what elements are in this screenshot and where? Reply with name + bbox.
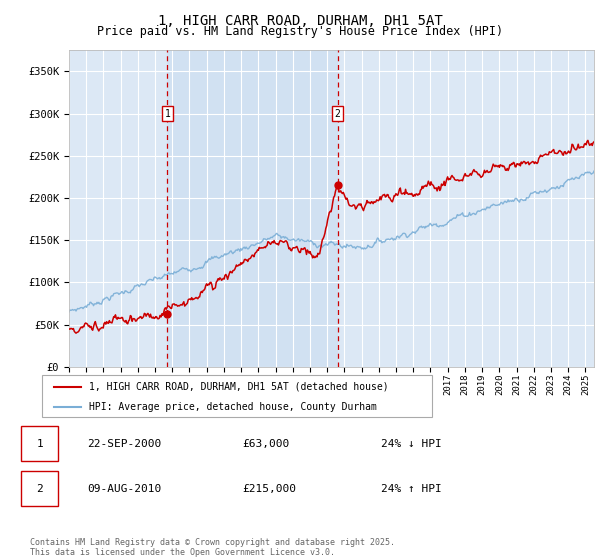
- Text: 2: 2: [335, 109, 340, 119]
- Text: 22-SEP-2000: 22-SEP-2000: [87, 438, 161, 449]
- Bar: [167, 50, 338, 367]
- Text: HPI: Average price, detached house, County Durham: HPI: Average price, detached house, Coun…: [89, 402, 377, 412]
- FancyBboxPatch shape: [20, 472, 58, 506]
- Text: £215,000: £215,000: [242, 484, 296, 494]
- FancyBboxPatch shape: [20, 426, 58, 461]
- Text: 1, HIGH CARR ROAD, DURHAM, DH1 5AT: 1, HIGH CARR ROAD, DURHAM, DH1 5AT: [158, 14, 442, 28]
- Text: 2: 2: [36, 484, 43, 494]
- Text: Price paid vs. HM Land Registry's House Price Index (HPI): Price paid vs. HM Land Registry's House …: [97, 25, 503, 38]
- Text: £63,000: £63,000: [242, 438, 290, 449]
- FancyBboxPatch shape: [42, 375, 432, 417]
- Text: 09-AUG-2010: 09-AUG-2010: [87, 484, 161, 494]
- Text: 1, HIGH CARR ROAD, DURHAM, DH1 5AT (detached house): 1, HIGH CARR ROAD, DURHAM, DH1 5AT (deta…: [89, 382, 388, 392]
- Text: 24% ↑ HPI: 24% ↑ HPI: [380, 484, 442, 494]
- Text: 1: 1: [164, 109, 170, 119]
- Text: 24% ↓ HPI: 24% ↓ HPI: [380, 438, 442, 449]
- Text: Contains HM Land Registry data © Crown copyright and database right 2025.
This d: Contains HM Land Registry data © Crown c…: [30, 538, 395, 557]
- Text: 1: 1: [36, 438, 43, 449]
